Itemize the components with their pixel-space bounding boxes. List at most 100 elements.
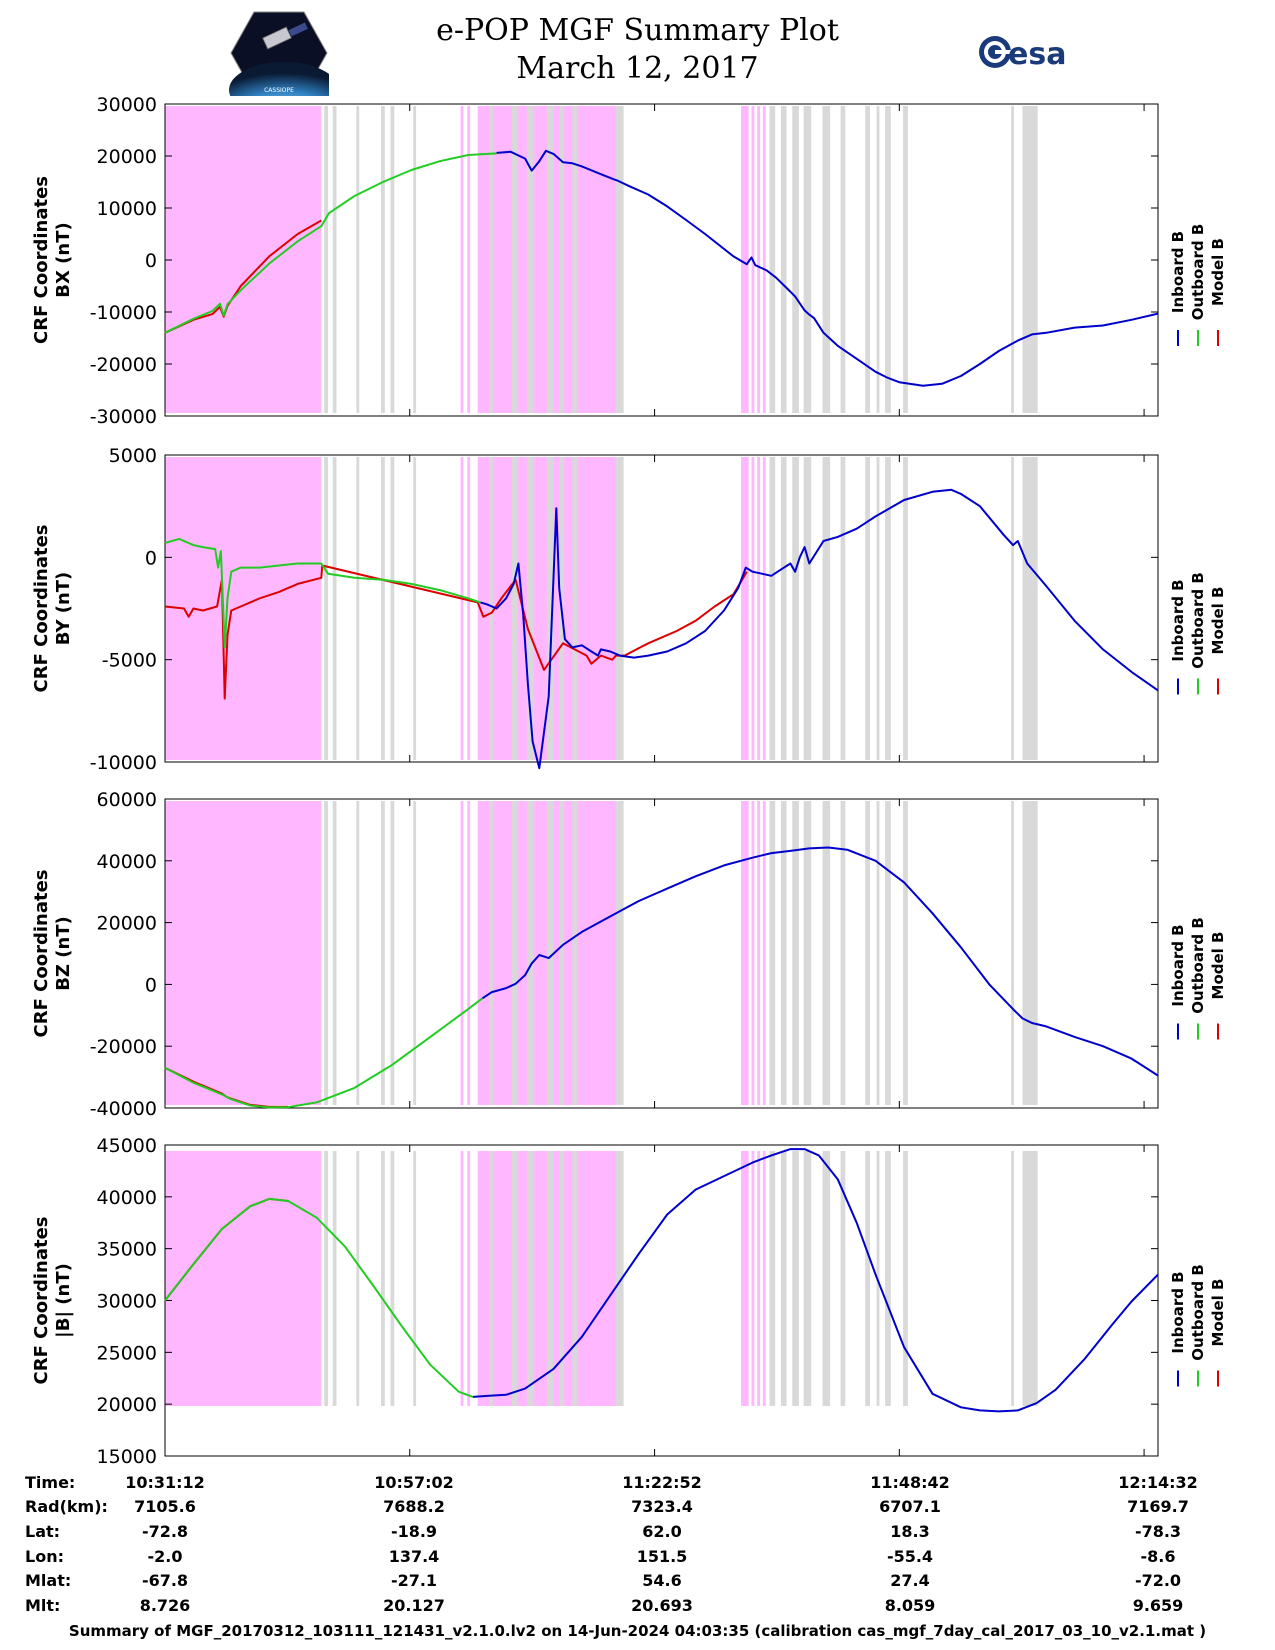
marker-band (572, 106, 578, 413)
marker-band (865, 1151, 870, 1406)
marker-band (390, 1151, 395, 1406)
marker-band (526, 1151, 534, 1406)
marker-band (903, 106, 908, 413)
marker-band (489, 457, 493, 760)
series-line-inboard-b (480, 488, 1159, 770)
highlight-band (762, 106, 766, 413)
marker-band (840, 801, 846, 1105)
marker-band (840, 1151, 846, 1406)
marker-band (324, 1151, 328, 1406)
y-axis-label: CRF Coordinates|B| (nT) (31, 1217, 74, 1385)
highlight-band (460, 801, 464, 1105)
marker-band (559, 106, 564, 413)
info-row-value: -2.0 (148, 1547, 183, 1566)
info-row-value: 11:48:42 (870, 1473, 950, 1492)
marker-band (1011, 106, 1014, 413)
highlight-band (741, 106, 749, 413)
marker-band (792, 801, 799, 1105)
highlight-band (741, 801, 749, 1105)
marker-band (822, 801, 831, 1105)
info-row-value: 10:57:02 (374, 1473, 454, 1492)
info-row-value: 6707.1 (879, 1497, 941, 1516)
y-tick-label: -10000 (90, 752, 157, 774)
y-tick-label: 20000 (97, 913, 157, 935)
marker-band (822, 1151, 831, 1406)
marker-band (803, 457, 812, 760)
marker-band (511, 457, 518, 760)
marker-band (1011, 457, 1014, 760)
y-tick-label: -20000 (90, 354, 157, 376)
highlight-band (751, 801, 755, 1105)
legend-label: Outboard B (1189, 572, 1207, 669)
info-row-value: 151.5 (637, 1547, 688, 1566)
highlight-band (762, 801, 766, 1105)
info-row-label: Lon: (25, 1547, 64, 1566)
y-axis-label-line: CRF Coordinates (31, 176, 52, 344)
marker-band (332, 1151, 337, 1406)
marker-band (803, 801, 812, 1105)
y-axis-label-line: |B| (nT) (53, 1263, 74, 1338)
highlight-band (751, 1151, 755, 1406)
y-tick-label: 30000 (97, 94, 157, 116)
axes-frame (164, 798, 1159, 1109)
marker-band (780, 801, 787, 1105)
marker-band (903, 457, 908, 760)
highlight-band (460, 457, 464, 760)
y-tick-label: 60000 (97, 789, 157, 811)
marker-band (865, 106, 870, 413)
panel-4: 45000 40000 35000 30000 25000 20000 15000 CRF C… (31, 1135, 1227, 1468)
marker-band (511, 106, 518, 413)
marker-band (876, 457, 880, 760)
info-row-value: 7169.7 (1127, 1497, 1189, 1516)
highlight-band (460, 1151, 464, 1406)
highlight-band (467, 106, 471, 413)
series-line-inboard-b (481, 846, 1159, 1077)
marker-band (324, 106, 328, 413)
marker-band (489, 1151, 493, 1406)
y-tick-label: -30000 (90, 406, 157, 428)
series-line-inboard-b (472, 1148, 1159, 1413)
highlight-band (751, 457, 755, 760)
info-row-value: 20.127 (383, 1596, 445, 1615)
y-tick-label: -40000 (90, 1098, 157, 1120)
info-row-value: -8.6 (1141, 1547, 1176, 1566)
y-axis-label-line: BX (nT) (53, 222, 74, 297)
legend-label: Outboard B (1189, 1264, 1207, 1361)
y-tick-label: 25000 (97, 1342, 157, 1364)
marker-band (546, 106, 554, 413)
legend-label: Inboard B (1169, 231, 1187, 313)
marker-band (572, 457, 578, 760)
marker-band (1022, 457, 1038, 760)
highlight-band (165, 1151, 322, 1406)
marker-band (865, 801, 870, 1105)
marker-band (885, 106, 891, 413)
marker-band (792, 106, 799, 413)
marker-band (390, 457, 395, 760)
info-row-value: -18.9 (391, 1522, 437, 1541)
info-row-value: 62.0 (642, 1522, 681, 1541)
marker-band (559, 801, 564, 1105)
marker-band (356, 1151, 360, 1406)
marker-band (885, 1151, 891, 1406)
marker-band (572, 801, 578, 1105)
marker-band (546, 1151, 554, 1406)
marker-band (332, 106, 337, 413)
marker-band (876, 801, 880, 1105)
y-tick-label: 20000 (97, 146, 157, 168)
y-tick-label: 20000 (97, 1394, 157, 1416)
info-row-value: 20.693 (631, 1596, 693, 1615)
marker-band (390, 106, 395, 413)
marker-band (572, 1151, 578, 1406)
marker-band (381, 1151, 385, 1406)
y-tick-label: 30000 (97, 1291, 157, 1313)
marker-band (381, 106, 385, 413)
legend-label: Inboard B (1169, 579, 1187, 661)
marker-band (903, 801, 908, 1105)
marker-band (769, 801, 776, 1105)
info-row-value: 18.3 (890, 1522, 929, 1541)
highlight-band (467, 801, 471, 1105)
marker-band (511, 801, 518, 1105)
marker-band (324, 801, 328, 1105)
highlight-band (741, 457, 749, 760)
marker-band (1011, 1151, 1014, 1406)
